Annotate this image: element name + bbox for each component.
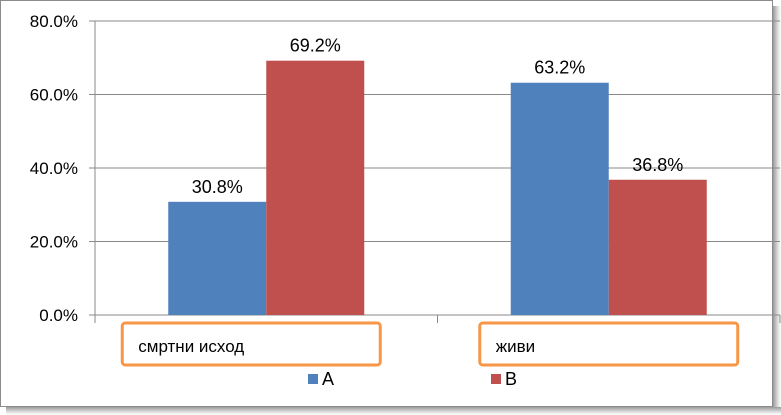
bar-a-2 bbox=[510, 82, 609, 316]
bar-b-1 bbox=[266, 60, 365, 315]
category-box bbox=[478, 321, 740, 367]
bars bbox=[168, 60, 707, 316]
legend-swatch-a bbox=[308, 374, 318, 384]
data-label: 36.8% bbox=[632, 155, 683, 175]
category-label: смртни исход bbox=[138, 337, 244, 356]
category-labels: смртни исход живи bbox=[120, 321, 740, 367]
data-label: 69.2% bbox=[290, 36, 341, 56]
y-tick-label: 0.0% bbox=[39, 306, 78, 325]
category-box bbox=[120, 321, 382, 367]
chart-shadow-right bbox=[773, 6, 781, 415]
category-label: живи bbox=[496, 337, 535, 356]
legend-label-a: A bbox=[322, 369, 334, 389]
chart-shadow-bottom bbox=[6, 407, 781, 415]
y-tick-label: 40.0% bbox=[30, 159, 78, 178]
legend-label-b: B bbox=[505, 369, 517, 389]
y-tick-label: 20.0% bbox=[30, 233, 78, 252]
bar-b-2 bbox=[608, 179, 707, 315]
legend-swatch-b bbox=[491, 374, 501, 384]
axes: 0.0% 20.0% 40.0% 60.0% 80.0% bbox=[30, 12, 781, 325]
y-tick-label: 60.0% bbox=[30, 86, 78, 105]
y-tick-label: 80.0% bbox=[30, 12, 78, 31]
data-label: 63.2% bbox=[534, 58, 585, 78]
data-labels: 30.8% 69.2% 63.2% 36.8% bbox=[192, 36, 684, 197]
data-label: 30.8% bbox=[192, 177, 243, 197]
bar-a-1 bbox=[168, 201, 267, 315]
